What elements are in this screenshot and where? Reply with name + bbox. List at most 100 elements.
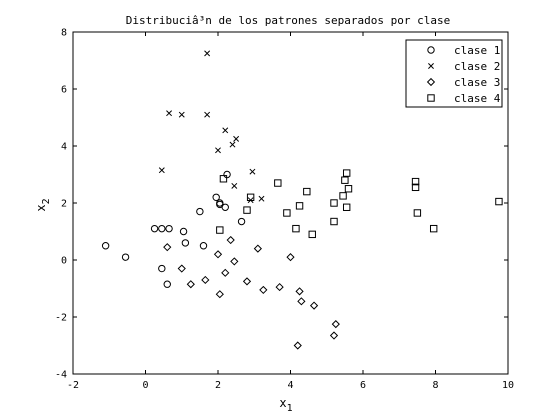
data-point-diamond [253, 244, 262, 253]
data-point-circle [121, 253, 130, 261]
data-point-diamond [213, 250, 223, 259]
data-point-circle [150, 224, 159, 233]
data-point-circle [158, 264, 166, 273]
data-point-x [204, 111, 211, 118]
data-point-x [166, 110, 173, 117]
data-point-circle [212, 193, 220, 202]
legend-label: clase 3 [454, 76, 500, 89]
data-point-circle [199, 242, 208, 250]
data-point-diamond [186, 280, 195, 289]
data-point-square [413, 209, 422, 217]
series-1 [101, 170, 246, 288]
data-point-circle [158, 224, 166, 233]
y-tick-label: -2 [55, 313, 67, 324]
data-point-diamond [293, 341, 302, 350]
y-tick-label: 6 [61, 85, 67, 96]
legend-label: clase 2 [454, 60, 500, 73]
data-point-diamond [286, 253, 295, 262]
data-point-x [204, 50, 211, 57]
data-point-square [342, 203, 351, 211]
data-point-circle [237, 217, 246, 226]
legend: clase 1 clase 2 clase 3 clase 4 [405, 39, 503, 108]
y-axis-label-base: x [34, 204, 48, 211]
data-point-diamond [230, 257, 239, 266]
data-point-circle [221, 203, 229, 211]
data-point-diamond [309, 301, 319, 310]
data-point-square [308, 230, 316, 239]
data-point-square [219, 175, 228, 183]
data-point-square [330, 217, 338, 226]
data-point-square [216, 226, 224, 234]
data-point-diamond [201, 275, 210, 285]
data-points [101, 50, 503, 350]
legend-marker-x [428, 63, 434, 69]
data-point-diamond [329, 331, 339, 340]
data-point-diamond [297, 297, 306, 306]
data-point-square [243, 206, 251, 214]
y-tick-label: 8 [61, 28, 67, 39]
data-point-diamond [177, 264, 186, 273]
data-point-square [411, 177, 420, 186]
data-point-diamond [226, 235, 235, 245]
data-point-x [233, 135, 240, 142]
data-point-square [344, 185, 353, 193]
data-point-circle [181, 239, 190, 247]
x-axis-label-base: x [279, 396, 286, 410]
data-point-x [258, 195, 265, 202]
legend-label: clase 4 [454, 92, 501, 105]
data-point-x [158, 167, 165, 174]
data-point-diamond [275, 282, 284, 292]
data-point-square [330, 199, 338, 207]
data-point-circle [163, 280, 171, 288]
x-tick-label: 6 [360, 380, 366, 391]
y-tick-label: 0 [61, 256, 67, 267]
x-tick-label: 8 [432, 380, 438, 391]
data-point-square [303, 187, 311, 196]
x-axis-label: x1 [279, 396, 292, 414]
series-3 [163, 235, 340, 350]
x-axis-label-sub: 1 [287, 403, 293, 414]
data-point-diamond [242, 277, 252, 286]
data-point-x [231, 182, 238, 189]
x-tick-label: -2 [67, 380, 79, 391]
data-point-square [339, 192, 347, 200]
data-point-x [249, 168, 256, 175]
x-tick-label: 4 [287, 380, 293, 391]
y-tick-label: -4 [55, 370, 67, 381]
series-4 [216, 169, 503, 239]
data-point-square [429, 224, 438, 233]
data-point-square [246, 193, 255, 202]
data-point-diamond [215, 290, 224, 299]
y-tick-label: 2 [61, 199, 67, 210]
y-axis-label-sub: 2 [41, 198, 52, 204]
data-point-square [495, 197, 503, 206]
chart-title: Distribuciâ³n de los patrones separados … [126, 14, 451, 27]
x-tick-label: 2 [215, 380, 221, 391]
data-point-x [229, 141, 236, 148]
data-point-circle [179, 227, 188, 236]
data-point-x [178, 111, 185, 118]
legend-marker-circle [427, 46, 435, 54]
y-tick-label: 4 [61, 142, 67, 153]
data-point-circle [196, 207, 204, 216]
data-point-circle [165, 224, 173, 233]
legend-box [405, 39, 503, 108]
data-point-square [274, 179, 282, 187]
data-point-square [283, 209, 291, 217]
data-point-diamond [163, 243, 172, 252]
data-point-diamond [221, 268, 230, 277]
data-point-x [222, 127, 229, 134]
legend-label: clase 1 [454, 44, 500, 57]
data-point-square [411, 183, 420, 192]
data-point-square [295, 202, 304, 210]
y-axis-label: x2 [34, 198, 52, 211]
x-tick-label: 10 [502, 380, 514, 391]
data-point-square [341, 176, 349, 184]
data-point-circle [101, 242, 110, 250]
data-point-square [292, 224, 300, 233]
data-point-square [342, 169, 351, 177]
legend-marker-square [427, 94, 435, 102]
data-point-diamond [295, 287, 304, 296]
data-point-diamond [259, 285, 268, 295]
